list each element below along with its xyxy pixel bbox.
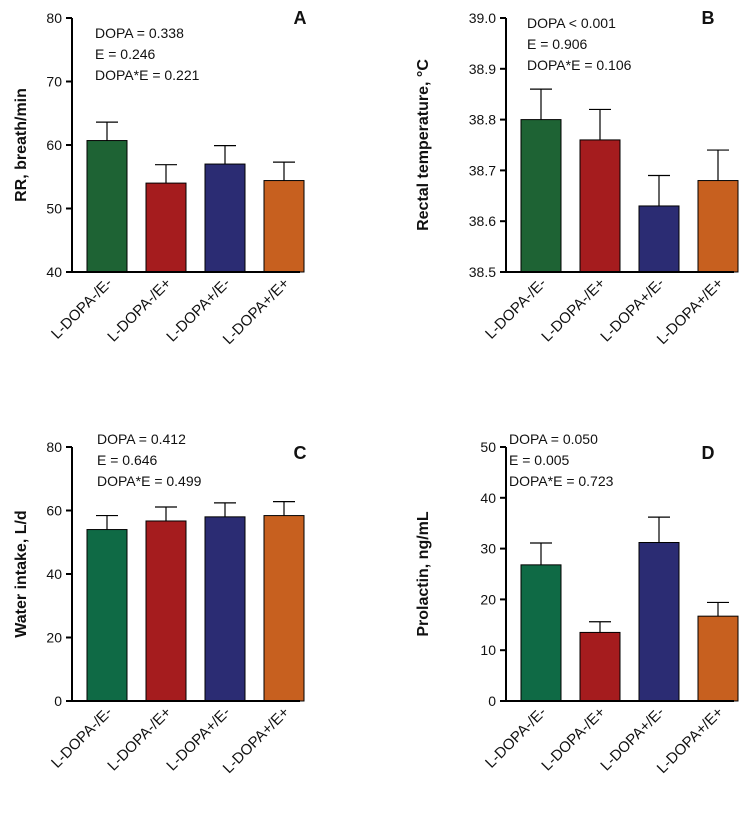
stat-annotation: E = 0.906 [527,36,588,52]
y-tick-label: 0 [54,693,62,709]
y-tick-label: 39.0 [469,10,496,26]
stat-annotation: DOPA*E = 0.499 [97,473,202,489]
y-axis-title: Prolactin, ng/mL [415,511,432,637]
bar [520,564,562,702]
bar [263,180,305,273]
panel-letter: C [294,443,307,463]
y-tick-label: 40 [46,264,62,280]
y-tick-label: 10 [480,642,496,658]
y-tick-label: 20 [46,630,62,646]
y-tick-label: 30 [480,541,496,557]
bar [579,139,621,273]
y-tick-label: 50 [46,201,62,217]
panel-letter: D [702,443,715,463]
stat-annotation: E = 0.646 [97,452,158,468]
y-tick-label: 40 [46,566,62,582]
y-tick-label: 38.7 [469,162,496,178]
y-tick-label: 38.9 [469,61,496,77]
y-axis-title: Rectal temperature, °C [415,59,432,231]
bar [86,529,128,702]
stat-annotation: DOPA*E = 0.106 [527,57,632,73]
y-tick-label: 38.5 [469,264,496,280]
stat-annotation: DOPA*E = 0.221 [95,67,200,83]
bar [520,119,562,273]
bar [145,182,187,273]
bar [204,516,246,702]
y-axis-title: Water intake, L/d [13,510,30,637]
stat-annotation: E = 0.005 [509,452,570,468]
stat-annotation: DOPA*E = 0.723 [509,473,614,489]
chart-panel-a: 4050607080L-DOPA-/E-L-DOPA-/E+L-DOPA+/E-… [13,8,307,348]
y-tick-label: 70 [46,74,62,90]
chart-panel-c: 020406080L-DOPA-/E-L-DOPA-/E+L-DOPA+/E-L… [13,431,307,777]
y-tick-label: 80 [46,10,62,26]
y-tick-label: 0 [488,693,496,709]
stat-annotation: DOPA < 0.001 [527,15,616,31]
stat-annotation: DOPA = 0.050 [509,431,598,447]
y-tick-label: 40 [480,490,496,506]
y-tick-label: 60 [46,137,62,153]
chart-panel-d: 01020304050L-DOPA-/E-L-DOPA-/E+L-DOPA+/E… [415,431,739,777]
y-tick-label: 38.6 [469,213,496,229]
bar [145,520,187,702]
y-tick-label: 50 [480,439,496,455]
y-tick-label: 80 [46,439,62,455]
stat-annotation: E = 0.246 [95,46,156,62]
bar [638,542,680,702]
bar [86,140,128,273]
y-tick-label: 38.8 [469,112,496,128]
bar [697,180,739,273]
bar [204,163,246,273]
y-tick-label: 20 [480,591,496,607]
bar [263,515,305,702]
y-tick-label: 60 [46,503,62,519]
chart-panel-b: 38.538.638.738.838.939.0L-DOPA-/E-L-DOPA… [415,8,739,348]
bar [579,631,621,702]
panel-letter: A [294,8,307,28]
panel-letter: B [702,8,715,28]
bar [638,205,680,273]
stat-annotation: DOPA = 0.412 [97,431,186,447]
bar [697,615,739,702]
stat-annotation: DOPA = 0.338 [95,25,184,41]
y-axis-title: RR, breath/min [13,88,30,202]
